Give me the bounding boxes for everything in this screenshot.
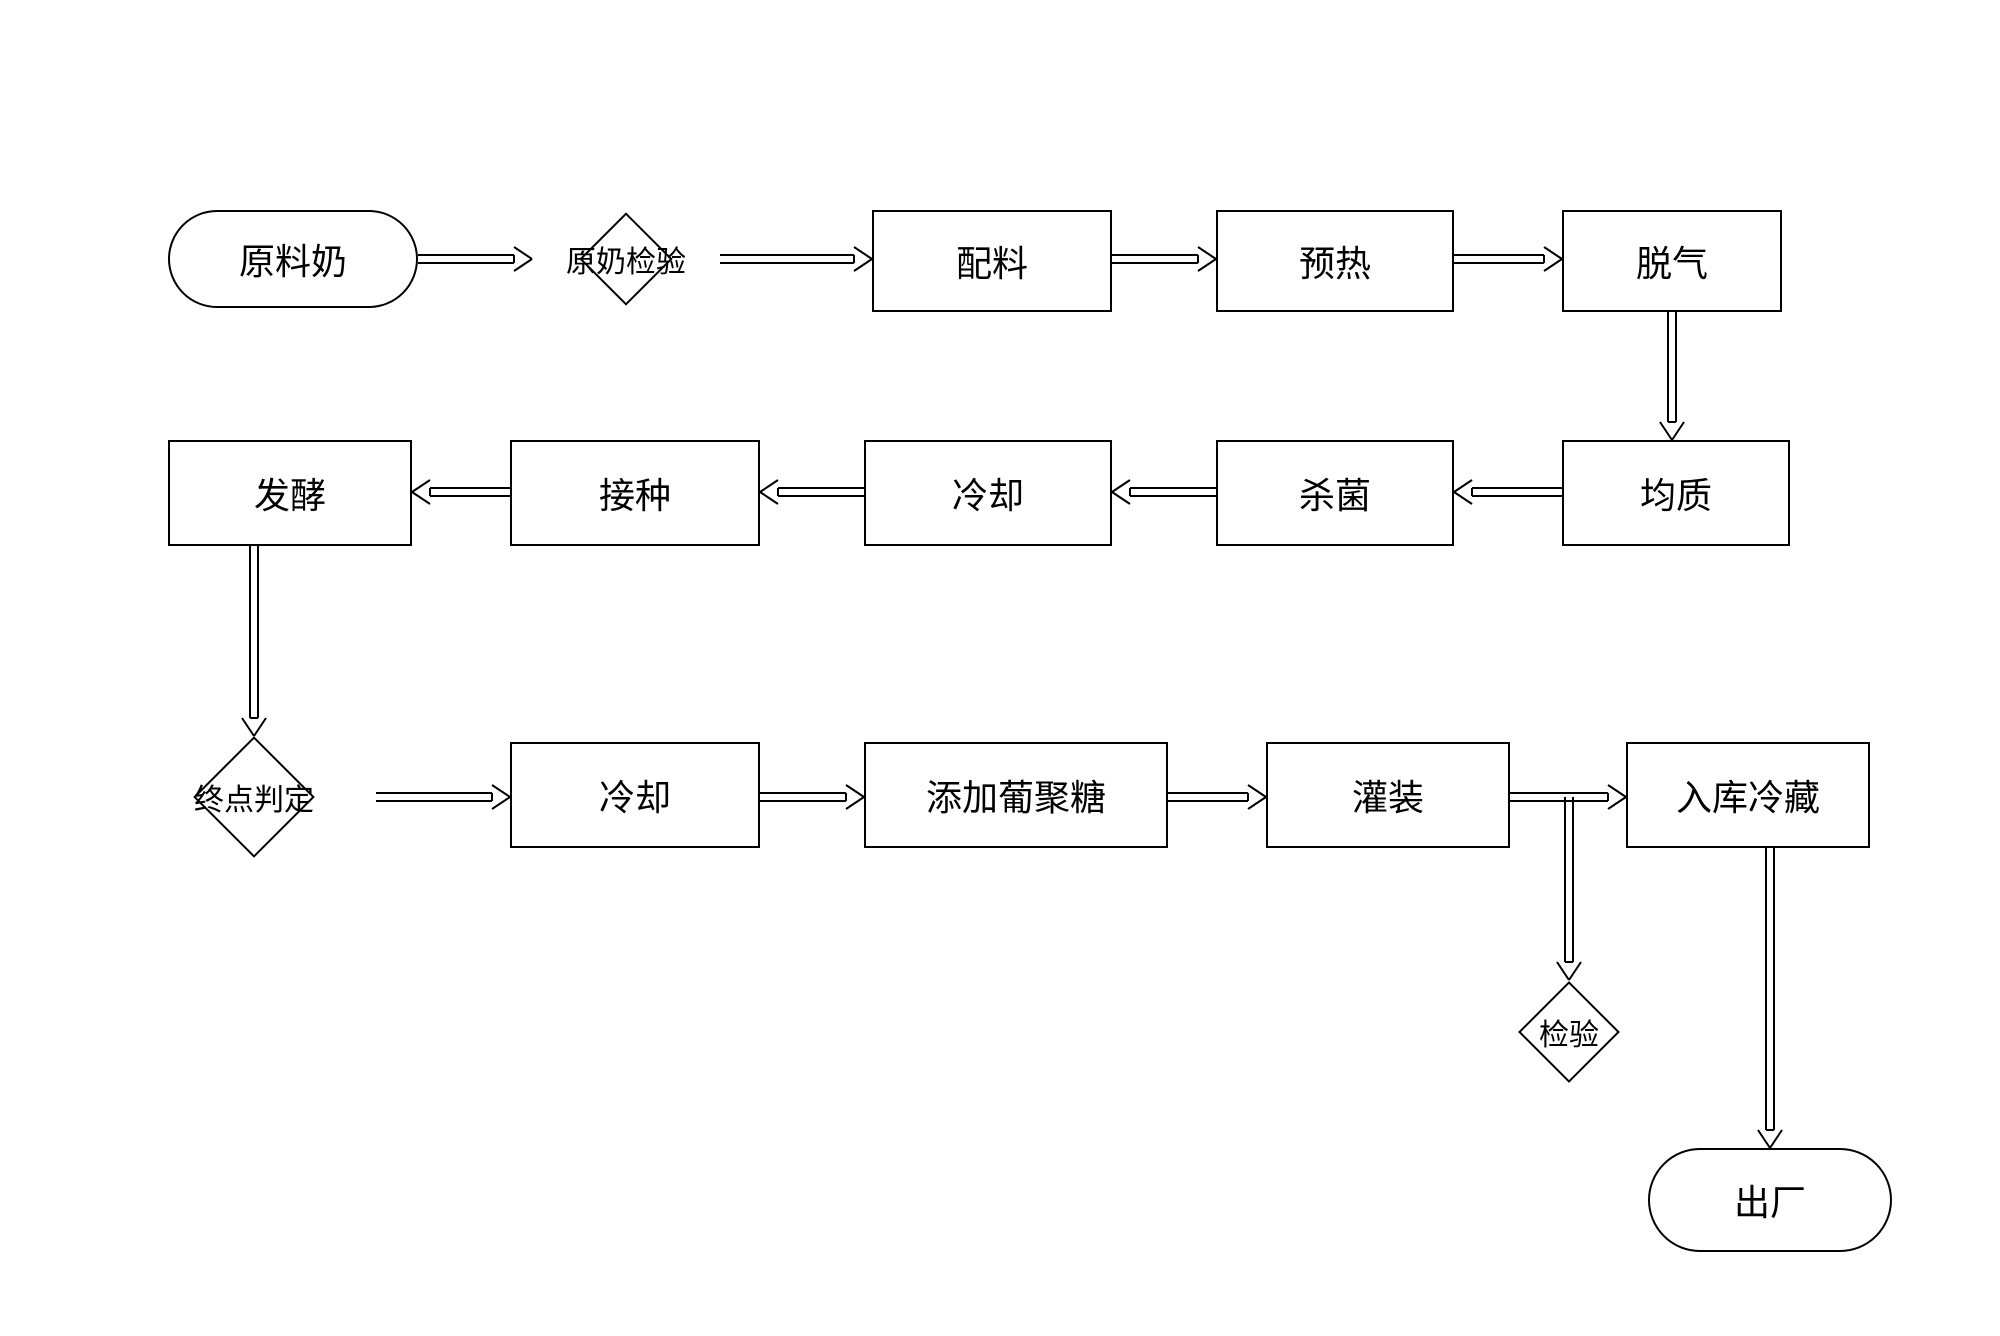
node-label-preheat: 预热	[1299, 235, 1371, 287]
node-degas: 脱气	[1562, 210, 1782, 312]
node-label-ingredients: 配料	[956, 235, 1028, 287]
node-endpoint: 终点判定	[132, 736, 376, 858]
node-label-inoculate: 接种	[599, 467, 671, 519]
node-label-endpoint: 终点判定	[194, 775, 314, 819]
edge-homogenize-sterilize	[1454, 480, 1562, 504]
node-cool2: 冷却	[510, 742, 760, 848]
edge-ferment-endpoint	[242, 546, 266, 736]
node-label-degas: 脱气	[1636, 235, 1708, 287]
node-cool1: 冷却	[864, 440, 1112, 546]
node-cold_store: 入库冷藏	[1626, 742, 1870, 848]
node-label-raw_milk: 原料奶	[239, 233, 347, 285]
node-label-cool1: 冷却	[952, 467, 1024, 519]
edge-sterilize-cool1	[1112, 480, 1216, 504]
node-label-inspect: 检验	[1539, 1010, 1599, 1054]
edge-ingredients-preheat	[1112, 247, 1216, 271]
node-ingredients: 配料	[872, 210, 1112, 312]
node-label-cold_store: 入库冷藏	[1676, 769, 1820, 821]
node-label-ferment: 发酵	[254, 467, 326, 519]
edge-raw_milk-inspect_raw	[418, 247, 532, 271]
edge-add_dextran-fill	[1168, 785, 1266, 809]
edge-cool1-inoculate	[760, 480, 864, 504]
node-fill: 灌装	[1266, 742, 1510, 848]
node-label-cool2: 冷却	[599, 769, 671, 821]
edge-degas-homogenize	[1660, 312, 1684, 440]
edge-endpoint-cool2	[376, 785, 510, 809]
node-ferment: 发酵	[168, 440, 412, 546]
node-label-add_dextran: 添加葡聚糖	[926, 769, 1106, 821]
node-add_dextran: 添加葡聚糖	[864, 742, 1168, 848]
node-label-shipout: 出厂	[1734, 1174, 1806, 1226]
connector-layer	[0, 0, 2000, 1336]
node-sterilize: 杀菌	[1216, 440, 1454, 546]
node-inspect_raw: 原奶检验	[532, 212, 720, 306]
node-label-fill: 灌装	[1352, 769, 1424, 821]
edge-cool2-add_dextran	[760, 785, 864, 809]
node-label-inspect_raw: 原奶检验	[566, 237, 686, 281]
edge-inoculate-ferment	[412, 480, 510, 504]
edge-inspect_raw-ingredients	[720, 247, 872, 271]
edge-branch1-inspect	[1557, 797, 1581, 980]
node-label-sterilize: 杀菌	[1299, 467, 1371, 519]
node-inspect: 检验	[1466, 980, 1672, 1084]
edge-fill-cold_store	[1510, 785, 1626, 809]
node-preheat: 预热	[1216, 210, 1454, 312]
edge-preheat-degas	[1454, 247, 1562, 271]
edge-cold_store-shipout	[1758, 848, 1782, 1148]
node-inoculate: 接种	[510, 440, 760, 546]
node-label-homogenize: 均质	[1640, 467, 1712, 519]
node-shipout: 出厂	[1648, 1148, 1892, 1252]
node-raw_milk: 原料奶	[168, 210, 418, 308]
node-homogenize: 均质	[1562, 440, 1790, 546]
